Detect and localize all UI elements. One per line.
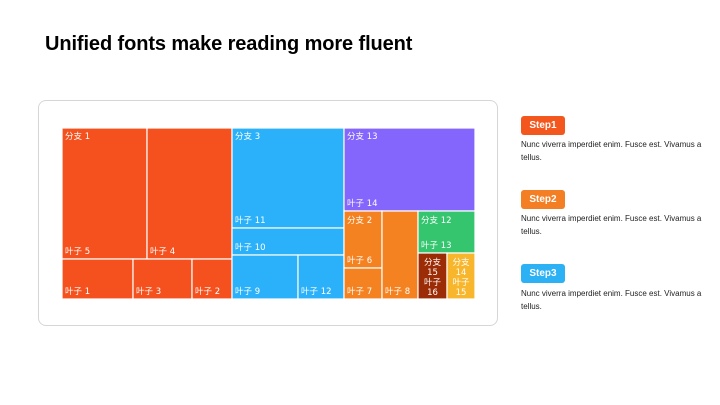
leaf-12-label: 叶子 12	[301, 287, 332, 297]
leaf-13-cell	[417, 210, 475, 254]
branch-14-label-line2: 14	[456, 268, 467, 278]
leaf-8-label: 叶子 8	[385, 287, 410, 297]
leaf-7-cell	[343, 267, 383, 299]
leaf-10-label: 叶子 10	[235, 243, 266, 253]
step2-badge: Step2	[521, 190, 565, 209]
leaf-9-label: 叶子 9	[235, 287, 260, 297]
leaf-1-label: 叶子 1	[65, 287, 90, 297]
leaf-15-cell	[446, 252, 475, 299]
page-title: Unified fonts make reading more fluent	[45, 33, 413, 55]
leaf-8-cell	[381, 210, 419, 299]
leaf-3-cell	[132, 258, 193, 299]
leaf-5-cell	[62, 128, 148, 260]
leaf-9-cell	[231, 254, 299, 299]
branch-13-label: 分支 13	[347, 131, 378, 142]
leaf-2-cell	[191, 258, 233, 299]
leaf-6-cell	[343, 210, 383, 269]
step2-description: Nunc viverra imperdiet enim. Fusce est. …	[521, 214, 702, 236]
leaf-5-label: 叶子 5	[65, 247, 90, 257]
leaf-11-cell	[231, 128, 345, 229]
step3-badge: Step3	[521, 264, 565, 283]
leaf-7-label: 叶子 7	[347, 287, 372, 297]
leaf-4-label: 叶子 4	[150, 247, 175, 257]
leaf-4-cell	[146, 128, 233, 260]
step1-label: Step1	[529, 120, 557, 131]
leaf-16-cell	[417, 252, 448, 299]
leaf-3-label: 叶子 3	[136, 287, 161, 297]
branch-15-label-line2: 15	[427, 268, 438, 278]
leaf-14-label: 叶子 14	[347, 199, 378, 209]
leaf-16-label: 叶子	[424, 278, 442, 288]
leaf-13-label: 叶子 13	[421, 241, 452, 251]
leaf-1-cell	[62, 258, 134, 299]
leaf-11-label: 叶子 11	[235, 216, 266, 226]
leaf-14-cell	[343, 128, 475, 212]
step3-label: Step3	[529, 268, 557, 279]
treemap-chart: 叶子 5 叶子 4 叶子 1 叶子 3 叶子 2 叶子 11 叶子 10 叶子 9 叶子 12 叶…	[62, 128, 475, 299]
branch-14-label: 分支	[452, 257, 470, 268]
leaf-16-label-line2: 16	[427, 288, 438, 298]
leaf-15-label-line2: 15	[456, 288, 467, 298]
branch-3-label: 分支 3	[235, 131, 260, 142]
branch-15-label: 分支	[424, 257, 442, 268]
leaf-15-label: 叶子	[452, 278, 470, 288]
step2-label: Step2	[529, 194, 557, 205]
leaf-6-label: 叶子 6	[347, 256, 372, 266]
branch-2-label: 分支 2	[347, 215, 372, 226]
step3-description: Nunc viverra imperdiet enim. Fusce est. …	[521, 289, 702, 311]
leaf-12-cell	[297, 254, 345, 299]
step1-description: Nunc viverra imperdiet enim. Fusce est. …	[521, 140, 702, 162]
step1-badge: Step1	[521, 116, 565, 135]
leaf-2-label: 叶子 2	[195, 287, 220, 297]
branch-1-label: 分支 1	[65, 131, 90, 142]
branch-12-label: 分支 12	[421, 215, 452, 226]
